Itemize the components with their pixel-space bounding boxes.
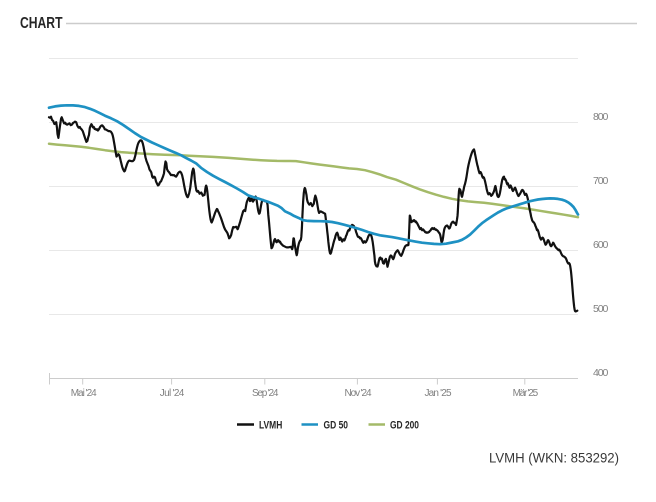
svg-text:800: 800: [593, 111, 608, 123]
svg-text:Mär '25: Mär '25: [513, 388, 539, 399]
svg-text:400: 400: [593, 367, 608, 379]
svg-text:600: 600: [593, 239, 608, 251]
svg-text:GD 200: GD 200: [390, 420, 419, 432]
svg-text:Sep '24: Sep '24: [252, 388, 279, 399]
svg-text:LVMH (WKN: 853292): LVMH (WKN: 853292): [489, 451, 619, 466]
svg-text:700: 700: [593, 175, 608, 187]
svg-text:GD 50: GD 50: [324, 420, 349, 432]
svg-text:Jan '25: Jan '25: [425, 388, 452, 399]
svg-text:500: 500: [593, 303, 608, 315]
svg-text:LVMH: LVMH: [259, 420, 282, 432]
svg-text:Jul '24: Jul '24: [160, 388, 185, 399]
svg-text:Nov '24: Nov '24: [345, 388, 372, 399]
svg-text:CHART: CHART: [20, 15, 63, 32]
svg-text:Mai '24: Mai '24: [71, 388, 97, 399]
